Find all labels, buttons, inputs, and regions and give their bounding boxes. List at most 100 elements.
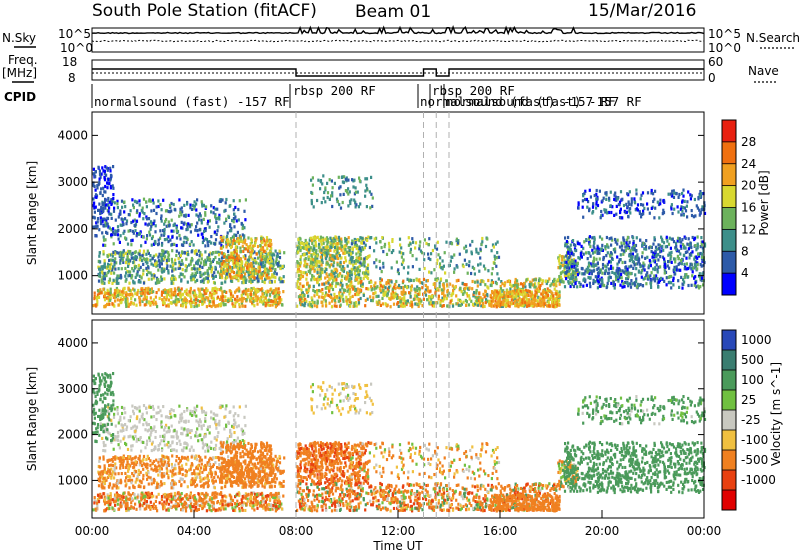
power-cell (186, 225, 188, 228)
power-cell (171, 230, 173, 233)
power-cell (98, 296, 100, 299)
power-cell (132, 204, 134, 207)
power-cell (266, 274, 268, 277)
power-cell (399, 296, 401, 299)
power-cell (395, 280, 397, 283)
power-cell (345, 278, 347, 281)
power-cell (107, 297, 109, 300)
power-cell (371, 205, 373, 208)
power-cell (186, 237, 188, 240)
power-cell (349, 284, 351, 287)
power-cell (118, 238, 120, 241)
power-cell (586, 206, 588, 209)
power-cell (143, 281, 145, 284)
power-cell (165, 209, 167, 212)
power-cell (230, 229, 232, 232)
power-cell (116, 202, 118, 205)
power-cell (194, 252, 196, 255)
power-cell (121, 206, 123, 209)
power-cell (216, 229, 218, 232)
power-cell (171, 282, 173, 285)
power-cell (178, 257, 180, 260)
power-cell (691, 274, 693, 277)
power-cell (102, 267, 104, 270)
power-cell (314, 304, 316, 307)
power-cell (117, 304, 119, 307)
power-cell (160, 234, 162, 237)
power-cell (237, 267, 239, 270)
power-cell (583, 240, 585, 243)
power-cell (683, 263, 685, 266)
power-cell (627, 236, 629, 239)
power-cell (210, 241, 212, 244)
power-cell (99, 192, 101, 195)
power-cell (111, 282, 113, 285)
power-cell (325, 246, 327, 249)
power-cell (345, 299, 347, 302)
power-cell (94, 175, 96, 178)
power-cell (136, 273, 138, 276)
power-cell (692, 266, 694, 269)
power-cell (610, 244, 612, 247)
power-cell (103, 282, 105, 285)
power-cell (182, 268, 184, 271)
power-cell (232, 252, 234, 255)
power-cell (204, 244, 206, 247)
power-cell (311, 274, 313, 277)
power-cell (267, 304, 269, 307)
power-cell (179, 208, 181, 211)
power-cell (267, 277, 269, 280)
freq-tick-bottom: 8 (68, 71, 76, 85)
power-cell (185, 303, 187, 306)
power-cell (499, 296, 501, 299)
power-cell (566, 266, 568, 269)
power-cell (359, 202, 361, 205)
power-cell (114, 201, 116, 204)
power-cell (340, 261, 342, 264)
power-cell (133, 232, 135, 235)
power-cell (694, 263, 696, 266)
power-cell (135, 200, 137, 203)
power-cell (697, 235, 699, 238)
power-cell (353, 199, 355, 202)
power-cell (113, 242, 115, 245)
power-cell (113, 272, 115, 275)
power-cell (683, 254, 685, 257)
power-cell (261, 292, 263, 295)
power-cell (305, 246, 307, 249)
power-cell (139, 303, 141, 306)
power-cell (168, 259, 170, 262)
power-cell (439, 282, 441, 285)
power-cell (259, 300, 261, 303)
nsearch-series-line (92, 40, 704, 41)
power-cell (199, 251, 201, 254)
power-cell (158, 239, 160, 242)
power-cell (171, 249, 173, 252)
power-cell (247, 295, 249, 298)
power-cell (446, 283, 448, 286)
power-cell (325, 287, 327, 290)
power-cell (326, 261, 328, 264)
power-cell (602, 266, 604, 269)
power-cell (387, 279, 389, 282)
power-cell (102, 288, 104, 291)
power-cell (386, 294, 388, 297)
power-cell (640, 271, 642, 274)
power-cell (636, 236, 638, 239)
power-cell (627, 215, 629, 218)
power-cell (195, 225, 197, 228)
power-cell (104, 185, 106, 188)
power-cell (538, 290, 540, 293)
power-cell (104, 170, 106, 173)
power-cell (220, 270, 222, 273)
power-cell (193, 207, 195, 210)
power-cell (156, 305, 158, 308)
freq-strip: Freq. [MHz] 18 8 60 0 Nave (2, 53, 779, 85)
power-cell (356, 293, 358, 296)
power-cell (387, 304, 389, 307)
power-cell (592, 252, 594, 255)
power-cell (357, 282, 359, 285)
power-cell (108, 207, 110, 210)
power-cell (335, 278, 337, 281)
power-cell (114, 296, 116, 299)
